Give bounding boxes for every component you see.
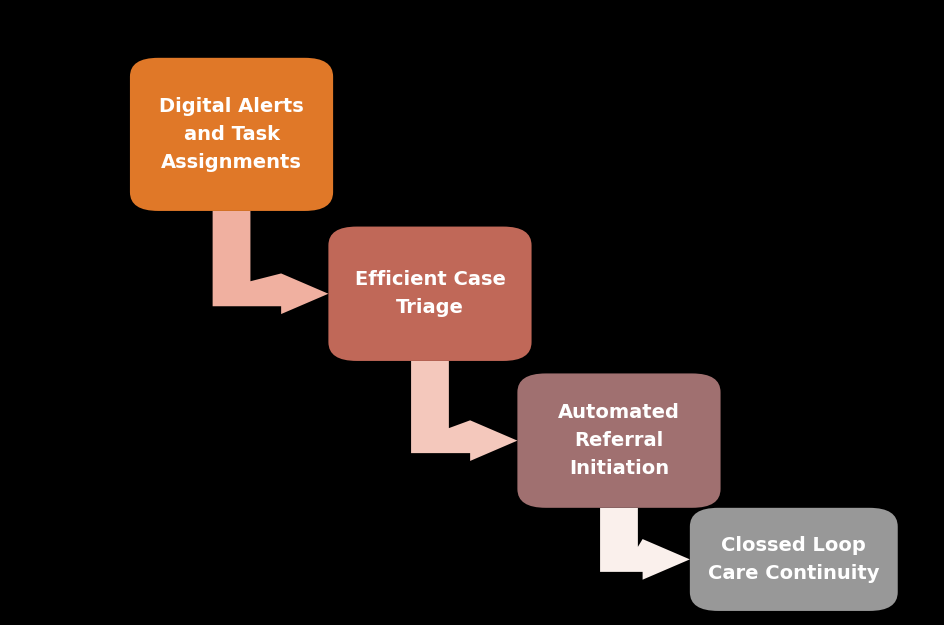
- Polygon shape: [411, 361, 517, 461]
- Text: Clossed Loop
Care Continuity: Clossed Loop Care Continuity: [707, 536, 879, 583]
- FancyBboxPatch shape: [517, 374, 719, 508]
- Text: Digital Alerts
and Task
Assignments: Digital Alerts and Task Assignments: [159, 97, 304, 172]
- FancyBboxPatch shape: [130, 58, 333, 211]
- Text: Efficient Case
Triage: Efficient Case Triage: [354, 270, 505, 318]
- FancyBboxPatch shape: [329, 226, 531, 361]
- Polygon shape: [212, 211, 329, 314]
- Text: Automated
Referral
Initiation: Automated Referral Initiation: [558, 403, 679, 478]
- Polygon shape: [599, 508, 689, 580]
- FancyBboxPatch shape: [689, 508, 897, 611]
